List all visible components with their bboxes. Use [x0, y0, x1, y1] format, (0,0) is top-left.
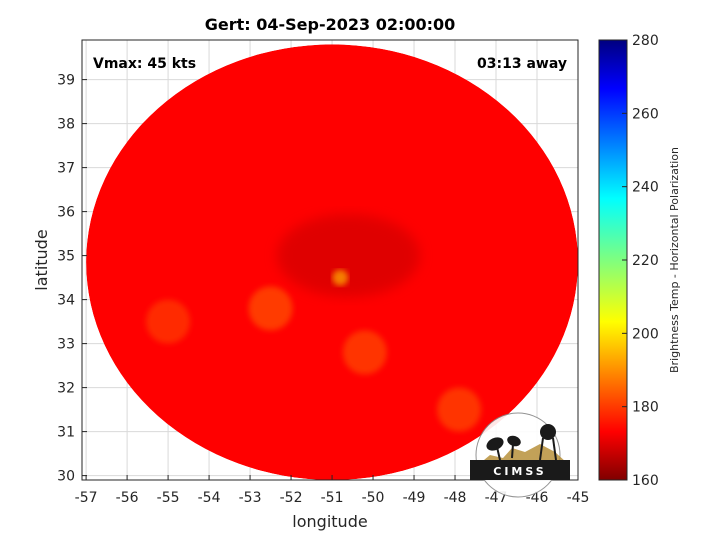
- x-tick-label: -49: [403, 490, 426, 506]
- x-tick-label: -52: [280, 490, 303, 506]
- swath-feature: [276, 214, 420, 297]
- colorbar-tick-label: 180: [632, 400, 659, 416]
- y-tick-label: 31: [57, 425, 75, 441]
- y-tick-label: 32: [57, 381, 75, 397]
- logo-text: CIMSS: [493, 465, 546, 478]
- x-tick-label: -55: [157, 490, 180, 506]
- x-tick-label: -54: [198, 490, 221, 506]
- colorbar-tick-label: 220: [632, 253, 659, 269]
- colorbar: 160 180 200 220 240 260 280 Brightness Temp - …: [598, 33, 681, 489]
- colorbar-label: Brightness Temp - Horizontal Polarizatio…: [668, 147, 681, 373]
- x-axis-label: longitude: [292, 512, 367, 531]
- cimss-logo: CIMSS: [470, 412, 570, 498]
- colorbar-tick-label: 240: [632, 180, 659, 196]
- y-tick-label: 38: [57, 117, 75, 133]
- x-tick-label: -50: [362, 490, 385, 506]
- x-tick-label: -48: [444, 490, 467, 506]
- y-tick-label: 35: [57, 249, 75, 265]
- swath-feature: [146, 299, 191, 344]
- swath-field: [86, 44, 578, 480]
- x-tick-label: -57: [75, 490, 98, 506]
- swath-feature: [437, 387, 482, 432]
- colorbar-tick-label: 260: [632, 106, 659, 122]
- y-tick-label: 37: [57, 161, 75, 177]
- colorbar-ticks: 160 180 200 220 240 260 280: [622, 33, 659, 489]
- y-axis-ticks: 30 31 32 33 34 35 36 37 38 39: [57, 73, 87, 485]
- chart-title: Gert: 04-Sep-2023 02:00:00: [205, 15, 456, 34]
- x-tick-label: -56: [116, 490, 139, 506]
- y-tick-label: 34: [57, 293, 75, 309]
- colorbar-tick-label: 160: [632, 473, 659, 489]
- y-tick-label: 36: [57, 205, 75, 221]
- swath-feature: [342, 330, 387, 375]
- x-tick-label: -45: [567, 490, 590, 506]
- colorbar-tick-label: 280: [632, 33, 659, 49]
- y-tick-label: 39: [57, 73, 75, 89]
- swath-feature: [248, 286, 293, 331]
- time-away-annotation: 03:13 away: [477, 56, 567, 72]
- x-axis-ticks: -57 -56 -55 -54 -53 -52 -51 -50 -49 -48 -47 -46 -45: [75, 475, 590, 506]
- swath-feature: [332, 269, 349, 286]
- y-tick-label: 33: [57, 337, 75, 353]
- plot-frame: [81, 39, 579, 481]
- x-tick-label: -51: [321, 490, 344, 506]
- colorbar-tick-label: 200: [632, 326, 659, 342]
- y-axis-label: latitude: [32, 229, 51, 290]
- x-tick-label: -53: [239, 490, 262, 506]
- vmax-annotation: Vmax: 45 kts: [93, 56, 196, 72]
- y-tick-label: 30: [57, 469, 75, 485]
